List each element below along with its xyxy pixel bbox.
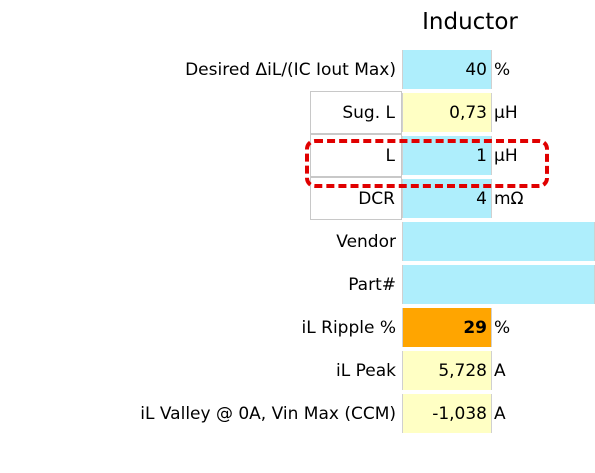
unit: µH: [494, 102, 518, 123]
row-label: iL Ripple %: [301, 317, 396, 338]
row-label: DCR: [310, 177, 402, 220]
value-cell[interactable]: 40: [402, 50, 492, 89]
row-label: L: [310, 134, 402, 177]
unit: %: [494, 317, 511, 338]
unit: mΩ: [494, 188, 524, 209]
unit: µH: [494, 145, 518, 166]
row-label: iL Peak: [336, 360, 396, 381]
row-label: iL Valley @ 0A, Vin Max (CCM): [140, 403, 396, 424]
unit: %: [494, 59, 511, 80]
value-cell[interactable]: 29: [402, 308, 492, 347]
section-title: Inductor: [422, 9, 518, 35]
row-label: Desired ΔiL/(IC Iout Max): [185, 59, 396, 80]
row-label: Part#: [348, 274, 396, 295]
row-label: Vendor: [336, 231, 396, 252]
input-field[interactable]: [402, 265, 595, 304]
unit: A: [494, 403, 506, 424]
highlight-box: [305, 139, 549, 188]
value-cell[interactable]: 0,73: [402, 93, 492, 132]
value-cell[interactable]: -1,038: [402, 394, 492, 433]
value-cell[interactable]: 5,728: [402, 351, 492, 390]
input-field[interactable]: [402, 222, 595, 261]
row-label: Sug. L: [310, 91, 402, 134]
unit: A: [494, 360, 506, 381]
